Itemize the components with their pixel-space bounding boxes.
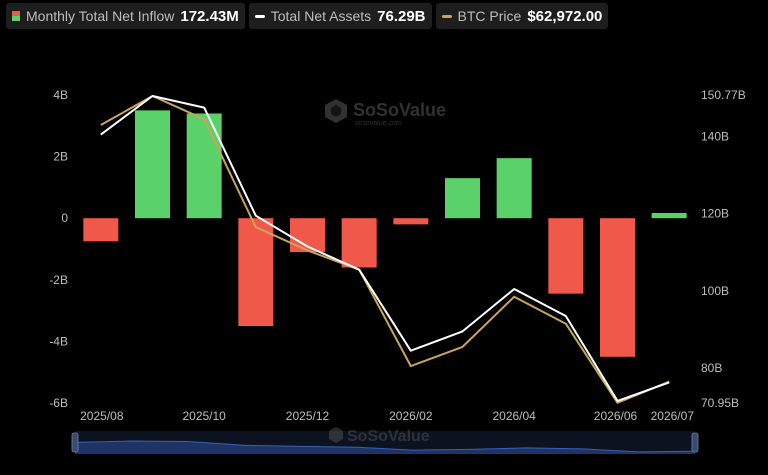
x-tick-label: 2026/07 (651, 409, 695, 423)
y-right-tick-label: 100B (701, 284, 729, 298)
y-right-tick-label: 140B (701, 130, 729, 144)
legend-assets-value: 76.29B (377, 7, 426, 25)
legend-btc-value: $62,972.00 (527, 7, 603, 25)
btc-price-line[interactable] (100, 95, 670, 404)
legend-item-net-assets[interactable]: Total Net Assets 76.29B (248, 3, 432, 29)
total-net-assets-line[interactable] (100, 95, 670, 402)
inflow-bar-2026-05[interactable] (548, 218, 584, 294)
legend-bar: Monthly Total Net Inflow 172.43M Total N… (6, 3, 609, 29)
legend-item-btc-price[interactable]: BTC Price $62,972.00 (435, 3, 609, 29)
legend-inflow-value: 172.43M (180, 7, 239, 25)
navigator-right-handle[interactable] (691, 432, 699, 453)
navigator-left-handle[interactable] (71, 432, 79, 453)
inflow-bar-2026-03[interactable] (445, 178, 480, 219)
x-tick-label: 2026/04 (492, 409, 536, 423)
legend-inflow-label: Monthly Total Net Inflow (26, 8, 175, 24)
assets-line-swatch-icon (254, 14, 265, 18)
inflow-bar-2025-08[interactable] (83, 218, 119, 242)
x-tick-label: 2026/02 (389, 409, 433, 423)
watermark-brand: SoSoValue (353, 100, 446, 120)
y-right-tick-label: 120B (701, 207, 729, 221)
inflow-bar-2026-07[interactable] (651, 212, 687, 219)
y-left-tick-label: 0 (61, 211, 68, 225)
navigator-watermark-brand: SoSoValue (347, 428, 430, 445)
y-left-tick-label: 4B (53, 88, 68, 102)
inflow-bar-2026-02[interactable] (393, 218, 429, 225)
btc-line-swatch-icon (441, 14, 452, 18)
inflow-bar-2025-10[interactable] (186, 113, 222, 219)
inflow-bar-2025-09[interactable] (135, 110, 170, 219)
legend-item-net-inflow[interactable]: Monthly Total Net Inflow 172.43M (6, 3, 245, 29)
watermark-site: sosovalue.com (355, 120, 402, 127)
navigator-area (75, 441, 695, 454)
inflow-bar-2026-06[interactable] (600, 218, 635, 357)
y-right-tick-label: 80B (701, 361, 722, 375)
navigator-line (74, 440, 696, 453)
y-right-tick-label: 150.77B (701, 88, 746, 102)
x-tick-label: 2025/10 (182, 409, 226, 423)
legend-assets-label: Total Net Assets (270, 8, 372, 24)
x-tick-label: 2026/06 (594, 409, 638, 423)
y-right-tick-label: 70.95B (701, 396, 739, 410)
range-navigator[interactable]: SoSoValue (71, 427, 699, 454)
x-tick-label: 2025/12 (286, 409, 330, 423)
navigator-watermark-logo-icon (329, 427, 343, 443)
x-tick-label: 2025/08 (80, 409, 124, 423)
watermark: SoSoValue sosovalue.com (325, 99, 446, 127)
inflow-bar-2025-11[interactable] (238, 218, 274, 326)
watermark-logo-icon (325, 99, 347, 123)
y-left-tick-label: -4B (49, 334, 68, 348)
y-left-tick-label: 2B (53, 150, 68, 164)
inflow-bar-2026-01[interactable] (341, 218, 377, 268)
inflow-bar-2026-04[interactable] (496, 158, 532, 219)
y-left-tick-label: -2B (49, 273, 68, 287)
inflow-swatch-icon (12, 11, 20, 21)
y-left-tick-label: -6B (49, 396, 68, 410)
legend-btc-label: BTC Price (457, 8, 522, 24)
